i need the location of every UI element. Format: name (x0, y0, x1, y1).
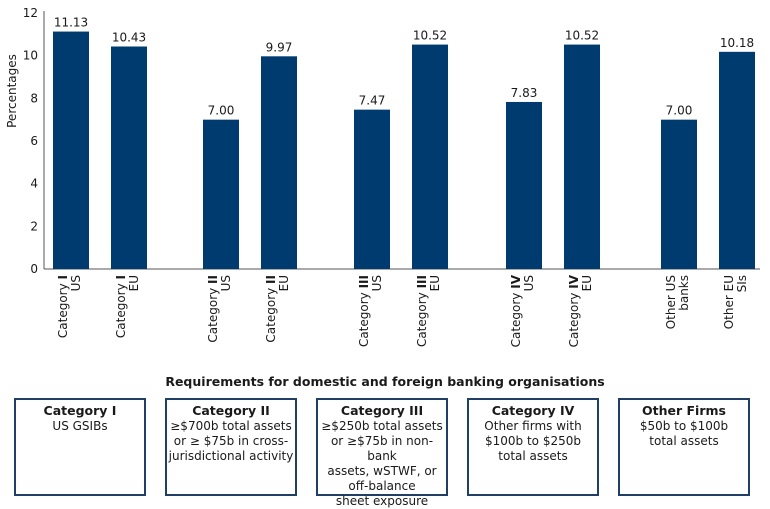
x-tick-label: Category II (206, 275, 220, 343)
x-tick-sublabel: US (69, 275, 83, 291)
requirement-box-line: $100b to $250b (485, 434, 581, 448)
data-label: 10.18 (720, 36, 754, 50)
y-tick-label: 10 (23, 49, 38, 63)
y-tick-label: 6 (30, 134, 38, 148)
x-tick-label: Other US (664, 275, 678, 329)
requirement-box-line: $50b to $100b (639, 419, 729, 433)
bar (111, 46, 147, 269)
requirement-box-line: off-balance (348, 479, 416, 493)
x-tick-label: Category I (56, 275, 70, 338)
x-tick-sublabel: banks (677, 275, 691, 311)
requirement-box-line: or ≥$75b in non-bank (330, 434, 434, 463)
data-label: 10.52 (565, 29, 599, 43)
x-tick-label: Category IV (567, 274, 581, 347)
requirement-box-category-ii: Category II ≥$700b total assets or ≥ $75… (165, 398, 297, 496)
bar (53, 31, 89, 270)
requirement-box-line: jurisdictional activity (168, 449, 294, 463)
data-label: 10.52 (413, 29, 447, 43)
x-tick-sublabel: EU (277, 275, 291, 291)
y-axis-label: Percentages (5, 54, 19, 128)
requirement-box-category-iii: Category III ≥$250b total assets or ≥$75… (316, 398, 448, 508)
y-tick-label: 4 (30, 177, 38, 191)
requirement-box-category-iv: Category IV Other firms with $100b to $2… (467, 398, 599, 496)
requirement-box-line: or ≥ $75b in cross- (173, 434, 289, 448)
x-tick-label: Category III (357, 275, 371, 347)
bar (412, 44, 448, 269)
y-tick-label: 8 (30, 91, 38, 105)
requirement-box-line: total assets (649, 434, 719, 448)
requirement-box-line: total assets (498, 449, 568, 463)
x-tick-sublabel: EU (428, 275, 442, 291)
data-label: 9.97 (266, 40, 293, 54)
x-tick-sublabel: US (219, 275, 233, 291)
x-tick-sublabel: EU (580, 275, 594, 291)
requirement-box-line: Other firms with (484, 419, 582, 433)
data-label: 7.00 (666, 104, 693, 118)
y-tick-label: 12 (23, 6, 38, 20)
requirement-box-line: assets, wSTWF, or (327, 464, 437, 478)
bar (564, 44, 600, 269)
bar (354, 109, 390, 269)
x-tick-sublabel: EU (127, 275, 141, 291)
data-label: 7.47 (359, 94, 386, 108)
data-label: 10.43 (112, 30, 146, 44)
requirements-title: Requirements for domestic and foreign ba… (165, 374, 605, 389)
requirement-box-title: Category IV (491, 403, 575, 418)
x-tick-label: Category IV (509, 274, 523, 347)
requirement-box-line: ≥$700b total assets (170, 419, 292, 433)
requirement-box-other-firms: Other Firms $50b to $100b total assets (618, 398, 750, 496)
requirement-box-category-i: Category I US GSIBs (14, 398, 146, 496)
y-tick-label: 2 (30, 219, 38, 233)
bar (661, 119, 697, 270)
data-label: 7.83 (511, 86, 538, 100)
requirement-box-title: Category III (340, 403, 424, 418)
requirement-box-title: Category II (192, 403, 270, 418)
x-tick-sublabel: US (522, 275, 536, 291)
x-tick-sublabel: SIs (735, 275, 749, 292)
bar (261, 56, 297, 269)
requirement-box-line: ≥$250b total assets (321, 419, 443, 433)
requirement-box-title: Category I (43, 403, 117, 418)
bar (203, 119, 239, 270)
data-label: 7.00 (208, 104, 235, 118)
data-label: 11.13 (54, 16, 88, 30)
bar (506, 101, 542, 270)
requirement-box-title: Other Firms (642, 403, 726, 418)
x-tick-label: Other EU (722, 275, 736, 329)
y-tick-label: 0 (30, 262, 38, 276)
x-tick-label: Category I (114, 275, 128, 338)
bar (719, 51, 755, 270)
requirement-box-line: US GSIBs (52, 419, 108, 433)
requirement-box-line: sheet exposure (335, 494, 429, 508)
x-tick-label: Category III (415, 275, 429, 347)
x-tick-sublabel: US (370, 275, 384, 291)
x-tick-label: Category II (264, 275, 278, 343)
